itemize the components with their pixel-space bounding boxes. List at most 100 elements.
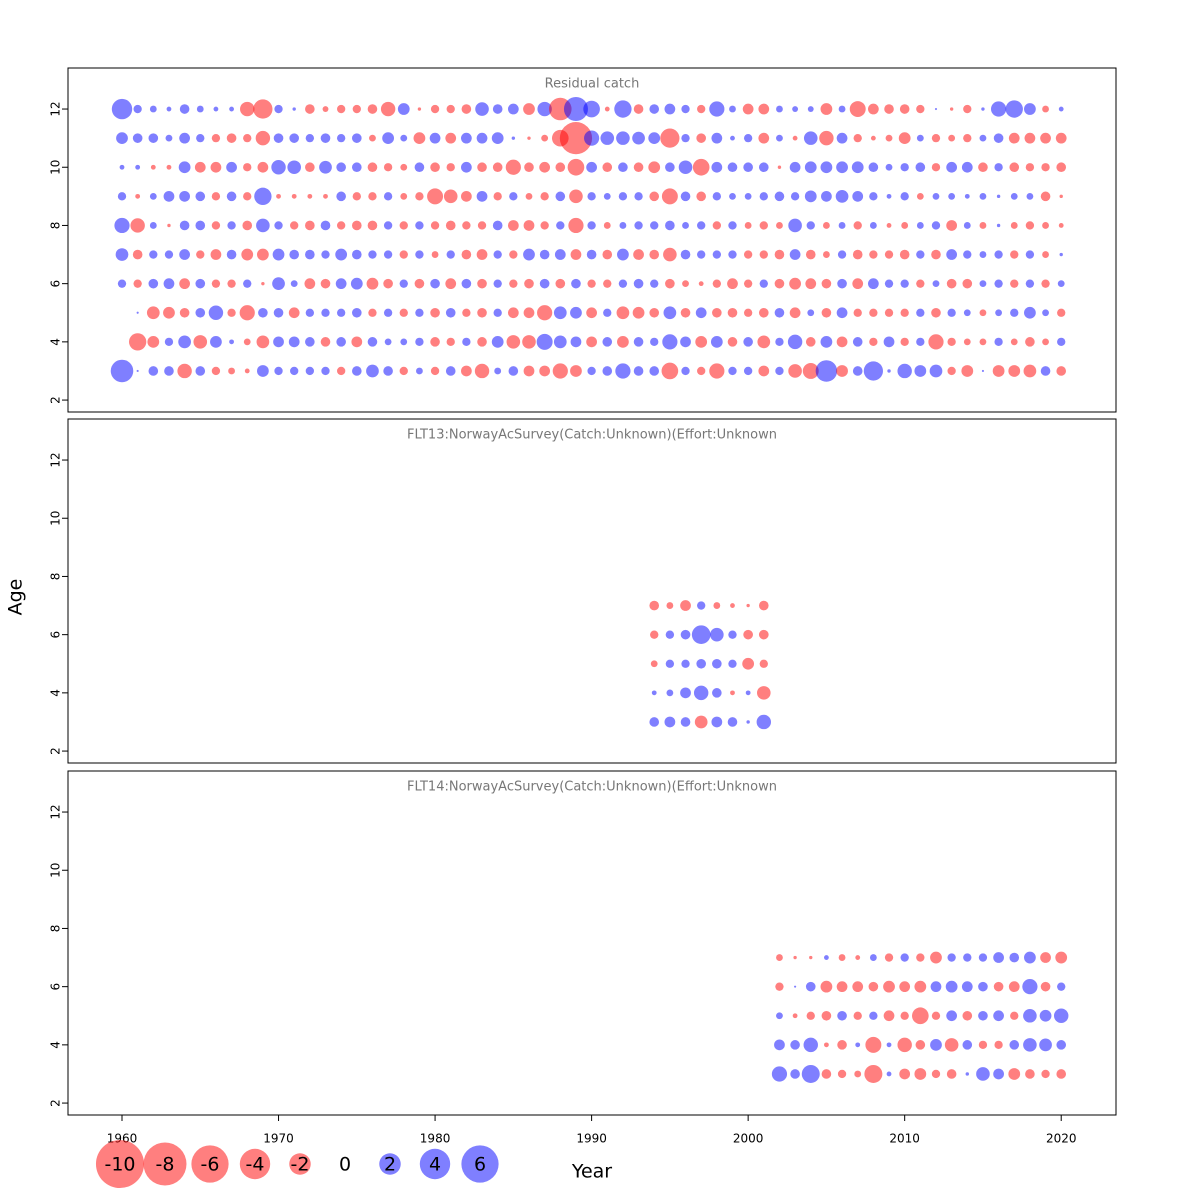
bubble — [932, 192, 940, 200]
bubble — [836, 161, 848, 174]
bubble — [1041, 279, 1050, 288]
bubble — [167, 223, 171, 228]
bubble — [1055, 132, 1067, 144]
bubble — [135, 193, 141, 199]
bubble — [962, 1040, 973, 1050]
bubble — [759, 221, 768, 230]
bubble — [179, 190, 190, 202]
bubble — [836, 307, 848, 319]
bubble — [383, 308, 393, 317]
bubble — [869, 222, 877, 229]
bubble — [869, 250, 878, 259]
bubble — [399, 366, 408, 376]
bubble — [242, 220, 253, 231]
bubble — [660, 128, 680, 148]
bubble — [165, 134, 173, 142]
legend-bubble — [143, 1142, 187, 1186]
bubble — [712, 658, 722, 669]
bubble — [837, 1040, 847, 1050]
bubble — [149, 222, 157, 229]
bubble — [1024, 951, 1036, 964]
bubble — [166, 106, 172, 112]
bubble — [838, 954, 846, 961]
bubble — [415, 337, 424, 347]
bubble — [852, 981, 864, 993]
bubble — [790, 1040, 800, 1050]
bubble — [1010, 308, 1019, 317]
bubble — [981, 369, 985, 373]
bubble — [351, 162, 362, 173]
bubble — [536, 333, 553, 350]
bubble — [680, 717, 691, 727]
bubble — [916, 134, 924, 142]
bubble — [382, 132, 395, 145]
bubble — [680, 600, 691, 611]
bubble — [208, 305, 224, 320]
bubble — [1022, 979, 1038, 995]
bubble — [228, 367, 235, 375]
bubble — [587, 192, 596, 201]
bubble — [774, 307, 785, 318]
bubble — [321, 308, 330, 317]
bubble — [664, 103, 676, 115]
bubble — [944, 1038, 959, 1052]
bubble — [476, 249, 488, 260]
bubble — [476, 190, 488, 202]
bubble — [540, 192, 549, 201]
bubble — [678, 160, 693, 175]
bubble — [728, 250, 737, 259]
bubble — [511, 136, 516, 140]
bubble — [633, 366, 644, 376]
bubble — [1026, 192, 1034, 200]
bubble — [474, 363, 490, 379]
bubble — [930, 1038, 942, 1051]
bubble — [949, 107, 954, 111]
bubble — [133, 279, 142, 288]
bubble — [555, 162, 566, 173]
bubble — [367, 337, 378, 347]
y-tick-label: 10 — [49, 511, 63, 526]
bubble — [804, 190, 817, 203]
bubble — [806, 221, 815, 230]
bubble — [852, 337, 863, 347]
bubble — [261, 281, 265, 286]
bubble — [211, 133, 221, 143]
bubble — [1009, 1040, 1020, 1050]
bubble — [680, 336, 691, 348]
bubble — [461, 249, 472, 260]
bubble — [1056, 162, 1067, 173]
bubble — [178, 335, 191, 349]
bubble — [746, 720, 750, 724]
bubble — [837, 1010, 847, 1021]
bubble — [961, 161, 973, 173]
bubble — [135, 164, 141, 170]
bubble — [946, 1069, 957, 1079]
bubble — [710, 335, 723, 348]
bubble — [758, 307, 769, 318]
bubble — [163, 278, 175, 290]
bubble — [696, 658, 706, 669]
bubble — [809, 955, 813, 960]
bubble — [397, 103, 410, 115]
bubble — [681, 659, 690, 668]
bubble — [559, 122, 593, 155]
bubble — [305, 104, 315, 114]
bubble — [932, 280, 940, 288]
bubble — [552, 363, 568, 379]
bubble — [682, 222, 689, 229]
bubble — [603, 222, 611, 229]
x-tick-label: 2010 — [889, 1132, 920, 1146]
x-tick-label: 1980 — [420, 1132, 451, 1146]
bubble — [213, 106, 219, 112]
bubble — [351, 366, 362, 376]
bubble — [290, 221, 299, 230]
bubble — [320, 220, 331, 231]
bubble — [820, 335, 833, 348]
bubble — [163, 306, 175, 319]
bubble — [758, 162, 769, 173]
bubble — [979, 222, 987, 229]
y-tick-label: 8 — [49, 222, 63, 230]
bubble — [229, 339, 234, 345]
bubble — [305, 220, 315, 231]
bubble — [383, 366, 393, 376]
